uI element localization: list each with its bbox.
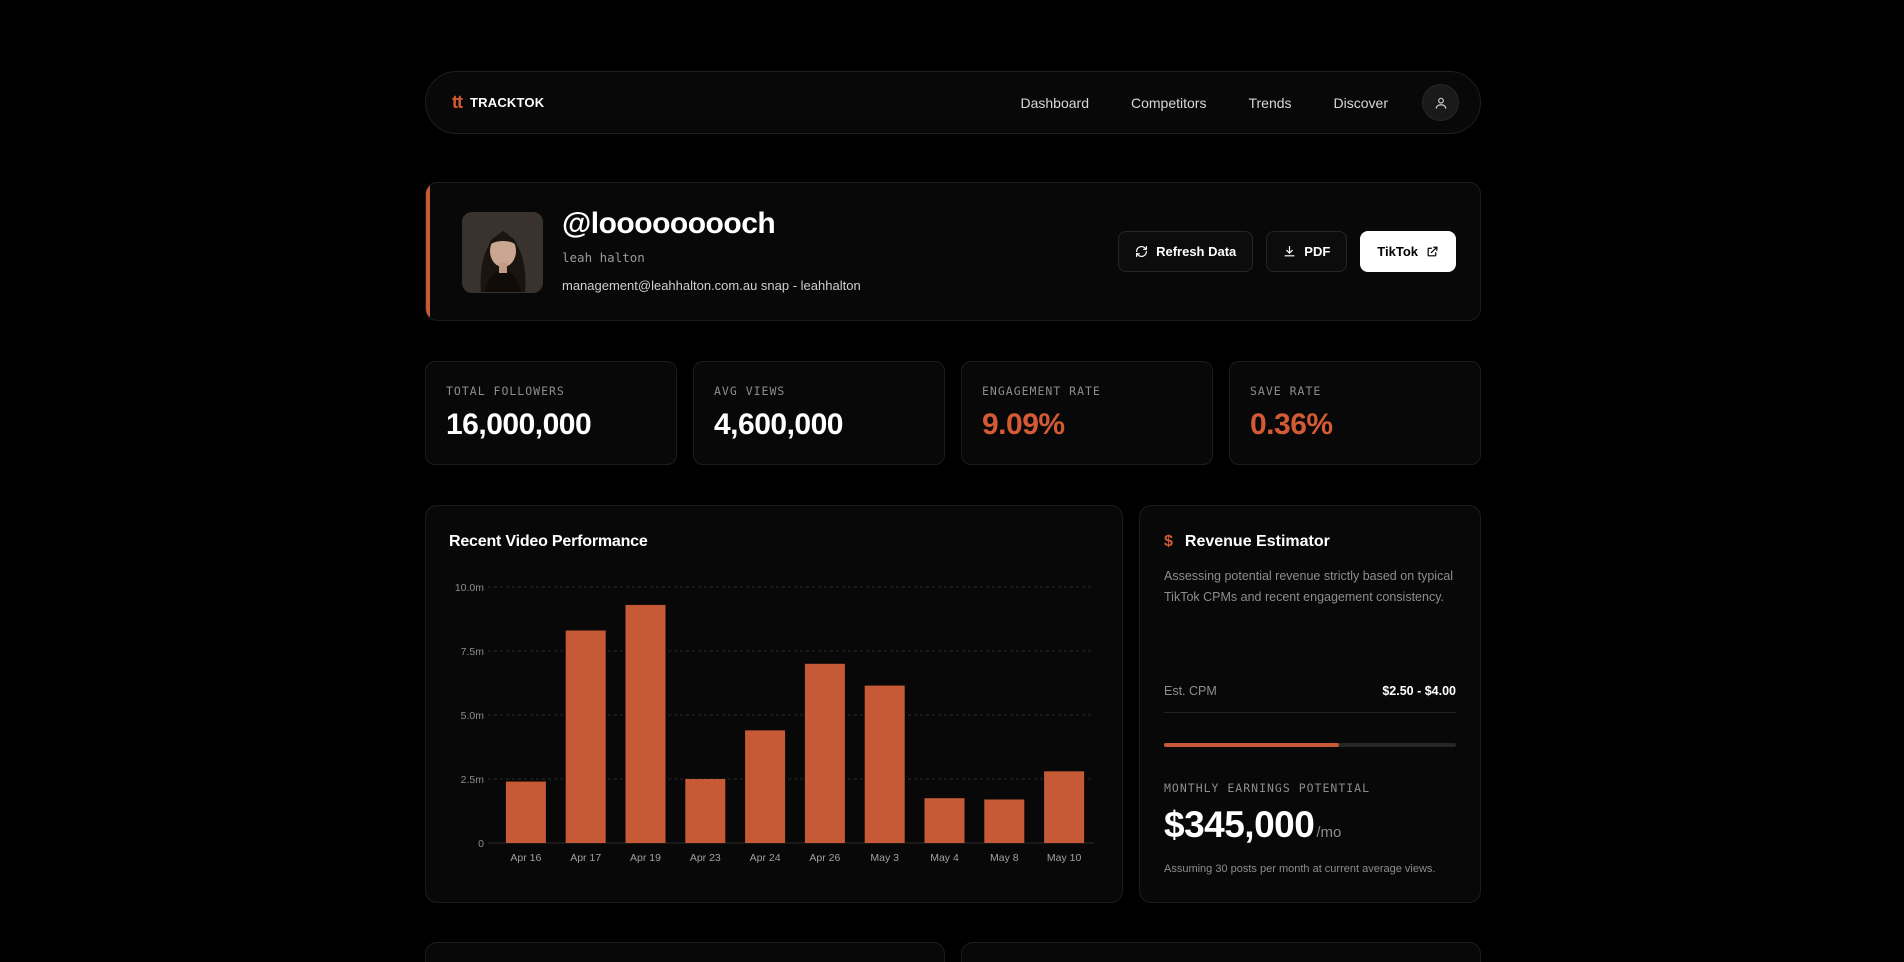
x-tick-label: May 10 — [1047, 852, 1082, 864]
video-performance-chart: 0 2.5m 5.0m 7.5m 10.0m Apr 16 Apr 17 Apr 19 Apr … — [455, 582, 1094, 864]
chart-bar[interactable] — [685, 779, 726, 843]
cpm-label: Est. CPM — [1164, 684, 1217, 698]
nav-link-discover[interactable]: Discover — [1333, 94, 1388, 111]
nav-link-trends[interactable]: Trends — [1248, 94, 1292, 111]
stat-value: 0.36% — [1250, 408, 1333, 441]
stat-label: ENGAGEMENT RATE — [982, 384, 1101, 398]
stat-label: TOTAL FOLLOWERS — [446, 384, 565, 398]
earnings-unit: /mo — [1316, 824, 1342, 841]
chart-bar[interactable] — [804, 663, 845, 843]
brand-mark: tt — [452, 92, 463, 112]
stat-label: AVG VIEWS — [714, 384, 786, 398]
bottom-card-left — [425, 942, 945, 962]
profile-actions: Refresh Data PDF TikTok — [1118, 231, 1456, 272]
external-link-icon — [1427, 246, 1438, 257]
nav-link-competitors[interactable]: Competitors — [1131, 94, 1207, 111]
tiktok-link-button[interactable]: TikTok — [1360, 231, 1456, 272]
stat-value: 4,600,000 — [714, 408, 843, 441]
chart-bar[interactable] — [565, 630, 606, 843]
y-tick-label: 10.0m — [455, 582, 484, 594]
brand-name: TRACKTOK — [470, 95, 545, 110]
x-tick-label: May 3 — [870, 852, 899, 864]
stat-card-avg-views: AVG VIEWS 4,600,000 — [693, 361, 945, 465]
tiktok-label: TikTok — [1377, 244, 1418, 259]
earnings-label: MONTHLY EARNINGS POTENTIAL — [1164, 781, 1371, 795]
user-icon — [1435, 97, 1446, 109]
earnings-note: Assuming 30 posts per month at current a… — [1164, 863, 1436, 875]
chart-bar[interactable] — [625, 604, 666, 843]
refresh-data-label: Refresh Data — [1156, 244, 1237, 259]
revenue-estimator-card: $ Revenue Estimator Assessing potential … — [1139, 505, 1481, 903]
revenue-title: Revenue Estimator — [1184, 533, 1330, 550]
x-tick-label: May 8 — [990, 852, 1019, 864]
stat-card-save-rate: SAVE RATE 0.36% — [1229, 361, 1481, 465]
chart-bar[interactable] — [984, 799, 1025, 843]
cpm-progress-bar — [1164, 743, 1456, 747]
profile-bio: management@leahhalton.com.au snap - leah… — [562, 278, 861, 293]
profile-accent-bar — [426, 183, 430, 320]
avatar-portrait-image — [463, 213, 542, 292]
y-tick-label: 0 — [478, 838, 484, 850]
stat-label: SAVE RATE — [1250, 384, 1322, 398]
earnings-value: $345,000 /mo — [1164, 804, 1341, 846]
x-tick-label: Apr 26 — [809, 852, 840, 864]
profile-card: @looooooooch leah halton management@leah… — [425, 182, 1481, 321]
video-performance-card: Recent Video Performance 0 2.5m 5.0m 7.5m 10… — [425, 505, 1123, 903]
user-menu-button[interactable] — [1422, 84, 1459, 121]
x-tick-label: Apr 23 — [690, 852, 721, 864]
stat-card-engagement-rate: ENGAGEMENT RATE 9.09% — [961, 361, 1213, 465]
chart-title: Recent Video Performance — [449, 533, 648, 550]
refresh-icon — [1136, 246, 1148, 257]
chart-bar[interactable] — [864, 685, 905, 843]
pdf-label: PDF — [1304, 244, 1331, 259]
nav-links: Dashboard Competitors Trends Discover — [979, 84, 1459, 121]
cpm-value: $2.50 - $4.00 — [1382, 684, 1456, 698]
cpm-row: Est. CPM $2.50 - $4.00 — [1164, 684, 1456, 713]
pdf-button[interactable]: PDF — [1266, 231, 1348, 272]
refresh-data-button[interactable]: Refresh Data — [1118, 231, 1254, 272]
dollar-icon: $ — [1164, 533, 1173, 550]
earnings-amount: $345,000 — [1164, 804, 1315, 845]
y-tick-label: 7.5m — [461, 646, 485, 658]
x-tick-label: Apr 16 — [510, 852, 541, 864]
brand-logo[interactable]: tt TRACKTOK — [452, 92, 544, 113]
x-tick-label: May 4 — [930, 852, 959, 864]
revenue-header: $ Revenue Estimator — [1164, 533, 1330, 551]
profile-name: leah halton — [562, 250, 645, 265]
cpm-progress-fill — [1164, 743, 1340, 747]
chart-bar[interactable] — [924, 798, 965, 843]
x-tick-label: Apr 17 — [570, 852, 601, 864]
x-tick-label: Apr 24 — [750, 852, 781, 864]
chart-bar[interactable] — [1044, 771, 1085, 843]
download-icon — [1284, 246, 1295, 257]
revenue-description: Assessing potential revenue strictly bas… — [1164, 569, 1454, 604]
chart-bar[interactable] — [745, 730, 786, 843]
nav-link-dashboard[interactable]: Dashboard — [1020, 94, 1090, 111]
stat-value: 9.09% — [982, 408, 1065, 441]
profile-handle: @looooooooch — [562, 207, 776, 240]
chart-bar[interactable] — [505, 781, 546, 843]
stat-value: 16,000,000 — [446, 408, 592, 441]
x-tick-label: Apr 19 — [630, 852, 661, 864]
profile-avatar — [462, 212, 543, 293]
bottom-card-right — [961, 942, 1481, 962]
top-nav: tt TRACKTOK Dashboard Competitors Trends… — [425, 71, 1481, 134]
y-tick-label: 5.0m — [461, 710, 485, 722]
stat-card-total-followers: TOTAL FOLLOWERS 16,000,000 — [425, 361, 677, 465]
y-tick-label: 2.5m — [461, 774, 485, 786]
